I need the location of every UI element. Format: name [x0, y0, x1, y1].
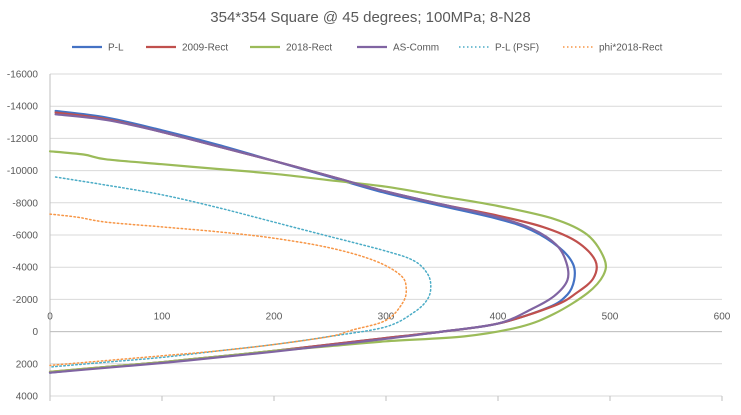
chart-title: 354*354 Square @ 45 degrees; 100MPa; 8-N…	[210, 9, 530, 26]
series-line-as-comm	[48, 113, 570, 374]
legend: P-L 2009-Rect 2018-Rect AS-Comm P-L (PSF) phi…	[72, 43, 663, 54]
series-line-2018-rect	[48, 150, 608, 373]
y-tick-label: 2000	[16, 359, 39, 370]
x-tick-label: 400	[490, 312, 507, 323]
legend-label-p-l-psf: P-L (PSF)	[495, 43, 539, 54]
x-tick-label: 0	[47, 312, 53, 323]
y-tick-label: -2000	[12, 295, 38, 306]
legend-label-p-l: P-L	[108, 43, 124, 54]
y-tick-label: -6000	[12, 231, 38, 242]
y-axis: -16000 -14000 -12000 -10000 -8000 -6000 -4000 -…	[7, 70, 51, 403]
y-tick-label: 4000	[16, 392, 39, 403]
legend-label-2018-rect: 2018-Rect	[286, 43, 332, 54]
plot-area	[48, 109, 608, 374]
y-tick-label: -16000	[7, 70, 39, 81]
x-tick-label: 500	[602, 312, 619, 323]
series-line-p-l	[48, 109, 576, 374]
legend-label-2009-rect: 2009-Rect	[182, 43, 228, 54]
x-tick-label: 100	[154, 312, 171, 323]
legend-label-as-comm: AS-Comm	[393, 43, 439, 54]
legend-label-phi-2018-rect: phi*2018-Rect	[599, 43, 663, 54]
y-tick-label: 0	[32, 327, 38, 338]
gridlines	[50, 73, 722, 397]
series-line-2009-rect	[48, 111, 598, 373]
y-tick-label: -8000	[12, 198, 38, 209]
y-tick-label: -4000	[12, 263, 38, 274]
x-tick-label: 300	[378, 312, 395, 323]
y-tick-label: -10000	[7, 166, 39, 177]
x-tick-label: 200	[266, 312, 283, 323]
series-line-phi-2018-rect	[49, 213, 408, 367]
x-tick-label: 600	[714, 312, 731, 323]
x-axis: 0 100 200 300 400 500 600	[47, 312, 731, 401]
series-line-p-l-psf	[49, 176, 432, 368]
y-tick-label: -14000	[7, 102, 39, 113]
y-tick-label: -12000	[7, 134, 39, 145]
